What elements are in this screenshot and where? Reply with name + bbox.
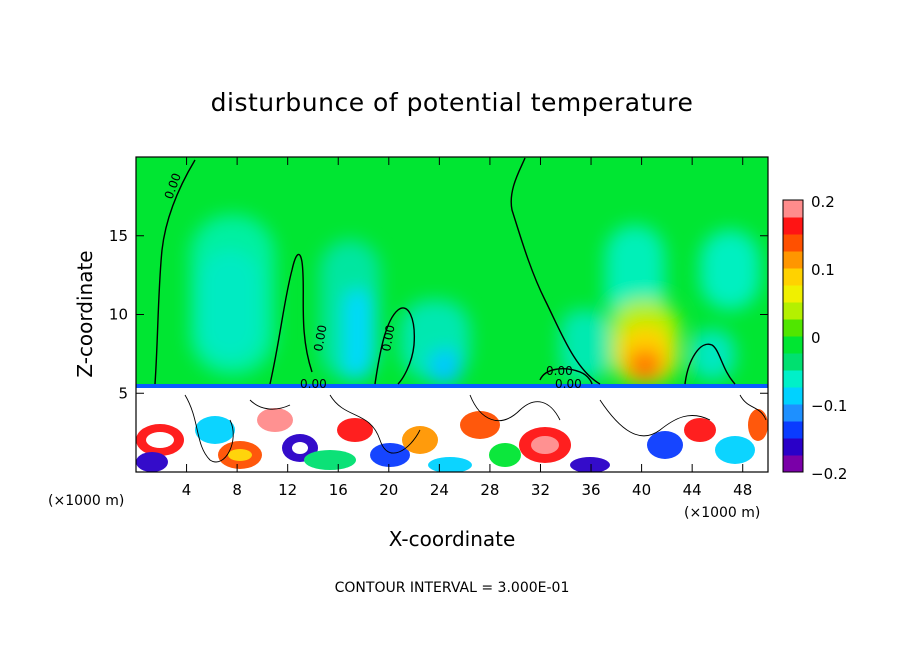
- colorbar-swatch: [783, 421, 803, 439]
- y-tick-label: 5: [118, 384, 128, 402]
- plot-area: [136, 157, 768, 472]
- lower-patches: [136, 408, 768, 472]
- colorbar-swatch: [783, 319, 803, 337]
- upper-field-patches: [190, 215, 760, 385]
- colorbar-swatch: [783, 336, 803, 354]
- colorbar-swatch: [783, 302, 803, 320]
- colorbar-swatch: [783, 285, 803, 303]
- colorbar-tick: −0.2: [811, 465, 847, 483]
- x-tick-label: 24: [430, 481, 449, 499]
- chart-title: disturbunce of potential temperature: [211, 88, 694, 117]
- contour-lines: [154, 157, 736, 385]
- colorbar-swatch: [783, 200, 803, 218]
- y-axis: 5 10 15: [109, 227, 768, 402]
- colorbar-swatch: [783, 404, 803, 422]
- colorbar-swatch: [783, 455, 803, 473]
- colorbar-swatch: [783, 234, 803, 252]
- x-unit-left: (×1000 m): [48, 493, 124, 509]
- colorbar-swatch: [783, 268, 803, 286]
- colorbar-swatch: [783, 370, 803, 388]
- colorbar-swatch: [783, 251, 803, 269]
- x-tick-label: 4: [182, 481, 192, 499]
- colorbar-tick: −0.1: [811, 397, 847, 415]
- contour-label: 0.00: [555, 377, 582, 391]
- y-axis-label: Z-coordinate: [73, 250, 97, 377]
- contour-label: 0.00: [546, 364, 573, 378]
- colorbar-tick: 0.1: [811, 261, 835, 279]
- contour-label: 0.00: [379, 324, 397, 353]
- contour-interval-note: CONTOUR INTERVAL = 3.000E-01: [335, 580, 570, 596]
- x-tick-label: 28: [480, 481, 499, 499]
- x-axis: 4 8 12 16 20 24 28 32 36 40 44 48: [182, 157, 752, 499]
- x-tick-label: 40: [632, 481, 651, 499]
- x-tick-label: 20: [379, 481, 398, 499]
- x-axis-label: X-coordinate: [389, 527, 516, 551]
- x-tick-label: 16: [329, 481, 348, 499]
- x-tick-label: 8: [232, 481, 242, 499]
- colorbar-swatch: [783, 387, 803, 405]
- colorbar-swatch: [783, 353, 803, 371]
- colorbar-tick: 0.2: [811, 193, 835, 211]
- contour-label: 0.00: [300, 377, 327, 391]
- contour-label: 0.00: [311, 324, 329, 353]
- y-tick-label: 15: [109, 227, 128, 245]
- colorbar-frame: [782, 199, 804, 473]
- x-tick-label: 48: [733, 481, 752, 499]
- y-tick-label: 10: [109, 306, 128, 324]
- x-tick-label: 44: [683, 481, 702, 499]
- x-unit-right: (×1000 m): [684, 505, 760, 521]
- colorbar-swatch: [783, 438, 803, 456]
- colorbar-tick: 0: [811, 329, 821, 347]
- x-tick-label: 36: [581, 481, 600, 499]
- colorbar-swatch: [783, 217, 803, 235]
- colorbar: [783, 200, 803, 473]
- x-tick-label: 32: [531, 481, 550, 499]
- x-tick-label: 12: [278, 481, 297, 499]
- lower-contours: [184, 394, 767, 463]
